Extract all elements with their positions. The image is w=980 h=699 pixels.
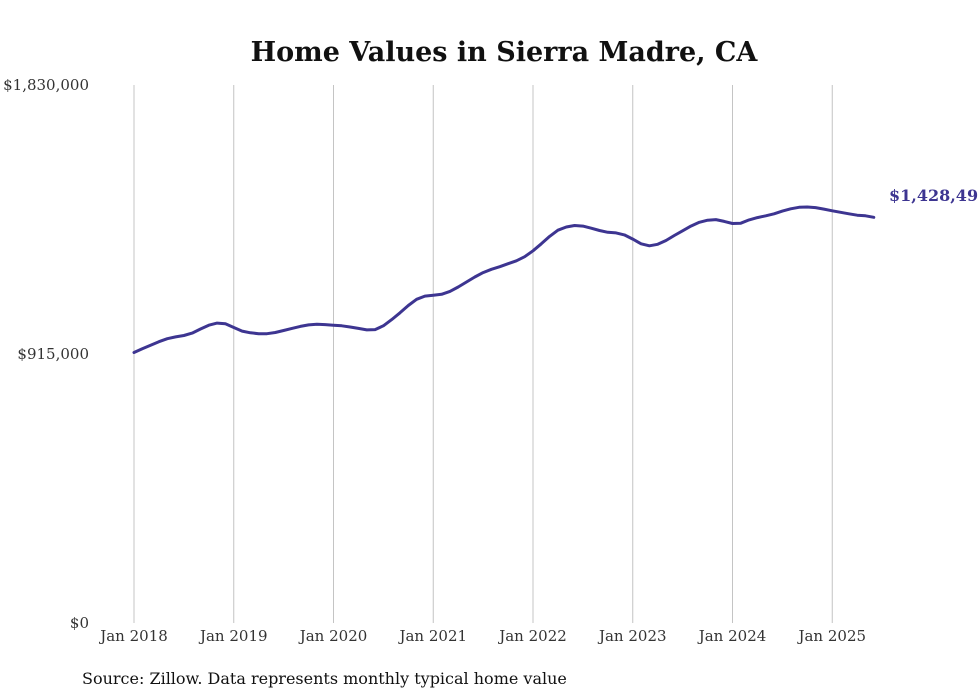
- x-tick-label: Jan 2024: [697, 627, 767, 645]
- y-axis-tick-labels: $0 $915,000 $1,830,000: [3, 76, 89, 632]
- source-note: Source: Zillow. Data represents monthly …: [82, 669, 567, 688]
- x-tick-label: Jan 2019: [198, 627, 268, 645]
- y-tick-label: $1,830,000: [3, 76, 89, 94]
- x-axis-tick-labels: Jan 2018 Jan 2019 Jan 2020 Jan 2021 Jan 2022…: [98, 627, 866, 645]
- x-tick-label: Jan 2020: [298, 627, 368, 645]
- gridlines: [133, 85, 833, 623]
- y-tick-label: $0: [70, 614, 89, 632]
- x-tick-label: Jan 2021: [397, 627, 467, 645]
- home-value-series-line: [132, 205, 876, 354]
- y-tick-label: $915,000: [17, 345, 89, 363]
- x-tick-label: Jan 2022: [497, 627, 567, 645]
- latest-value-label: $1,428,49: [889, 186, 978, 205]
- x-tick-label: Jan 2018: [98, 627, 168, 645]
- chart-title: Home Values in Sierra Madre, CA: [251, 37, 759, 68]
- x-tick-label: Jan 2025: [796, 627, 866, 645]
- x-tick-label: Jan 2023: [597, 627, 667, 645]
